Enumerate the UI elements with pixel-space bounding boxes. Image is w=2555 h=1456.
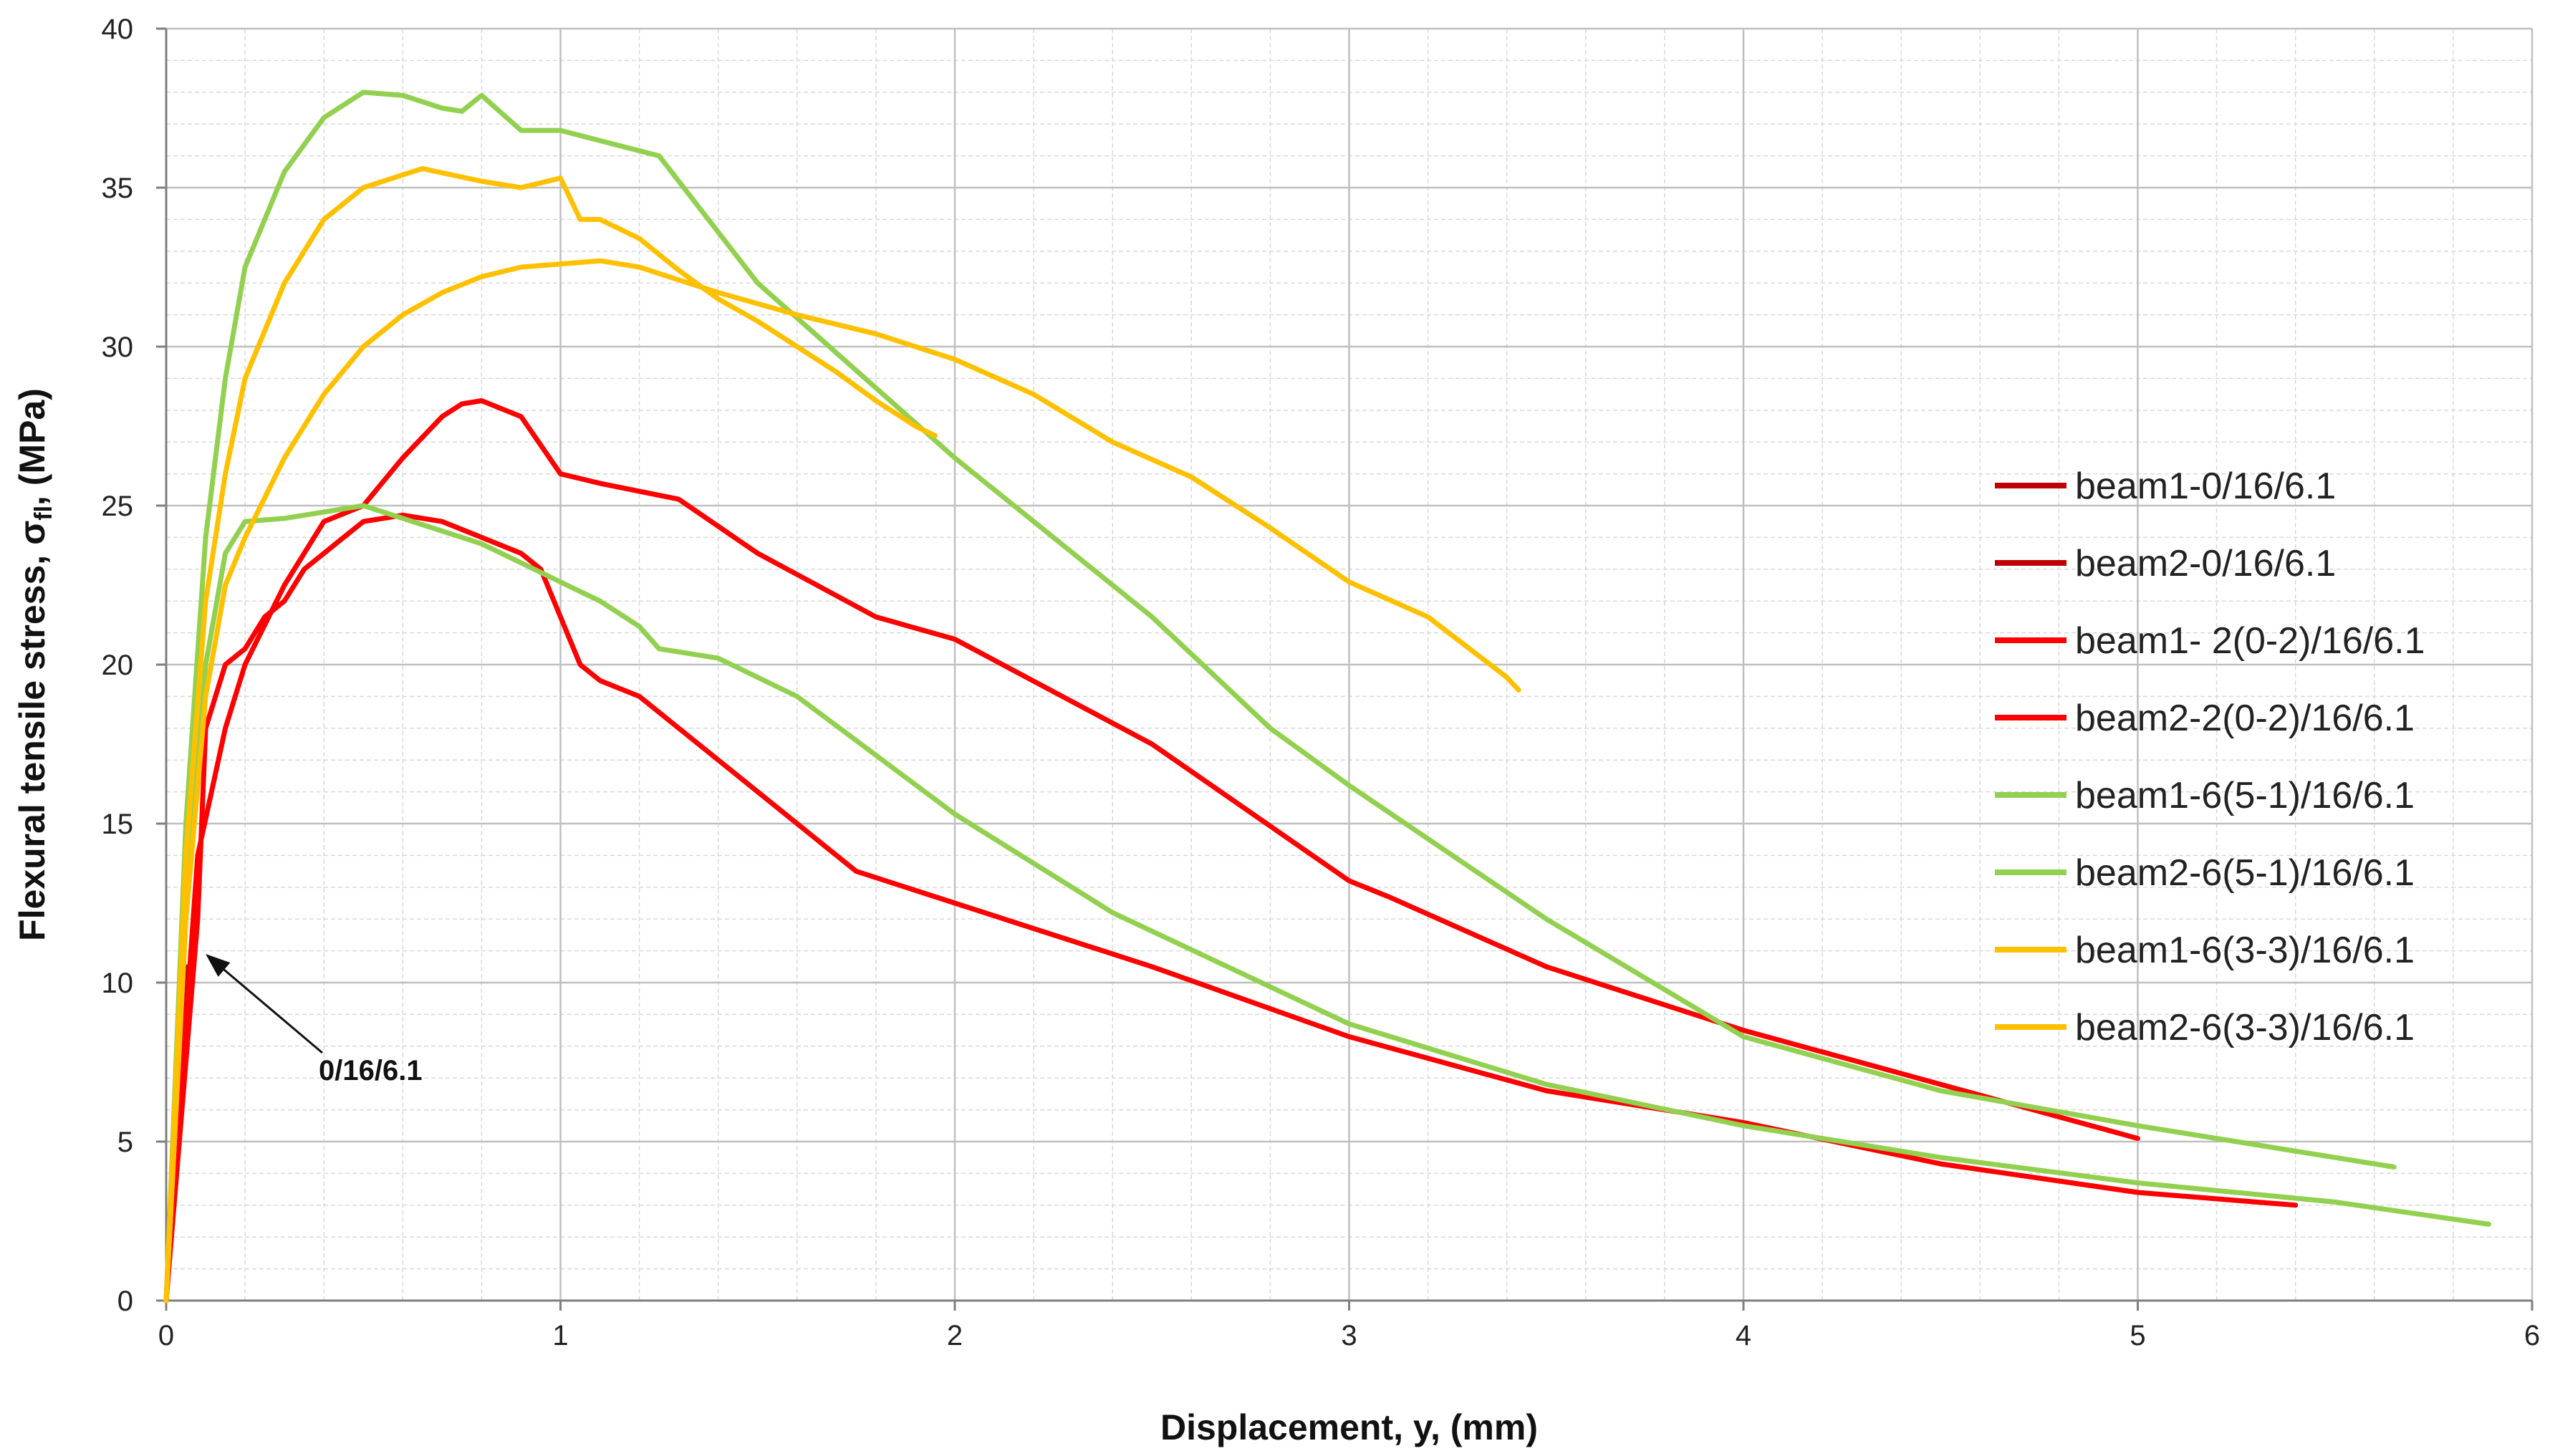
annotation-arrowhead — [206, 954, 231, 977]
series-line-6 — [163, 90, 2397, 1303]
y-axis-title-tail: , (MPa) — [12, 388, 52, 506]
legend-label: beam2-0/16/6.1 — [2075, 543, 2336, 584]
legend-label: beam1- 2(0-2)/16/6.1 — [2075, 620, 2425, 662]
legend-label: beam2-6(5-1)/16/6.1 — [2075, 852, 2415, 894]
legend-label: beam2-6(3-3)/16/6.1 — [2075, 1007, 2415, 1048]
x-tick-label: 1 — [552, 1320, 568, 1351]
y-tick-label: 40 — [102, 14, 134, 45]
y-tick-label: 5 — [117, 1127, 133, 1158]
series-line-4 — [163, 398, 2140, 1303]
y-tick-label: 10 — [102, 968, 134, 999]
y-tick-label: 0 — [117, 1286, 133, 1317]
y-tick-label: 30 — [102, 332, 134, 363]
annotation-arrow — [215, 961, 323, 1054]
x-axis-title: Displacement, y, (mm) — [1160, 1407, 1538, 1447]
annotation-label: 0/16/6.1 — [319, 1055, 423, 1086]
legend-label: beam2-2(0-2)/16/6.1 — [2075, 698, 2415, 739]
x-tick-label: 3 — [1341, 1320, 1357, 1351]
y-axis-title-subscript: fl — [30, 506, 57, 521]
y-axis-title: Flexural tensile stress, σfl, (MPa) — [12, 388, 57, 941]
y-tick-label: 35 — [102, 173, 134, 204]
y-tick-label: 25 — [102, 491, 134, 522]
legend-label: beam1-6(3-3)/16/6.1 — [2075, 930, 2415, 971]
y-tick-label: 15 — [102, 809, 134, 840]
series-line-5 — [163, 503, 2491, 1303]
x-tick-label: 0 — [158, 1320, 174, 1351]
x-tick-label: 5 — [2130, 1320, 2145, 1351]
x-tick-label: 4 — [1736, 1320, 1751, 1351]
series-line-3 — [163, 512, 2299, 1303]
annotation: 0/16/6.1 — [206, 954, 423, 1086]
axes: 0 1 2 3 4 5 6 0 5 10 15 20 25 30 35 40 — [102, 14, 2541, 1351]
y-axis-title-main: Flexural tensile stress, σ — [12, 521, 52, 941]
x-tick-label: 2 — [947, 1320, 963, 1351]
legend: beam1-0/16/6.1 beam2-0/16/6.1 beam1- 2(0-2… — [1995, 466, 2425, 1048]
grid — [165, 27, 2534, 1302]
legend-label: beam1-6(5-1)/16/6.1 — [2075, 775, 2415, 816]
series-line-7 — [163, 258, 1521, 1303]
legend-label: beam1-0/16/6.1 — [2075, 466, 2336, 507]
x-tick-label: 6 — [2524, 1320, 2540, 1351]
series-line-8 — [163, 165, 938, 1303]
y-tick-label: 20 — [102, 650, 134, 681]
series-lines — [163, 90, 2491, 1303]
